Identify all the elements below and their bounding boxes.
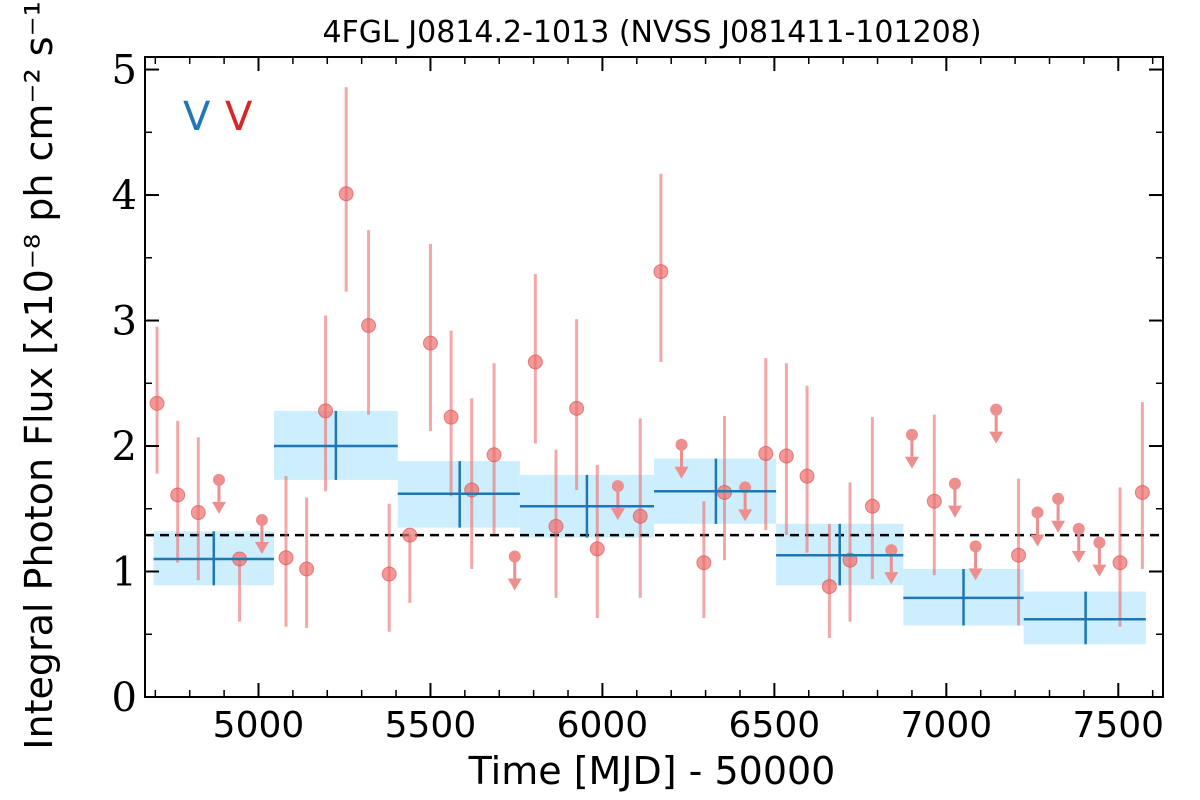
detection-point [402,527,418,543]
detection-point [1112,555,1128,571]
upper-limit-arrow [674,466,689,479]
upper-limit-point [1052,492,1065,505]
detection-point [696,555,712,571]
detection-point [799,468,815,484]
upper-limit-arrow [507,578,522,591]
upper-limit-point [255,514,268,527]
x-tick-label: 6500 [729,705,821,746]
y-tick-label: 3 [112,299,137,345]
detection-point [149,395,165,411]
x-tick-label: 7500 [1072,705,1164,746]
x-tick-label: 5000 [213,705,305,746]
x-axis-label: Time [MJD] - 50000 [468,749,836,793]
x-tick-label: 6000 [557,705,649,746]
detection-point [190,505,206,521]
x-tick-label: 5500 [385,705,477,746]
detection-point [864,498,880,514]
legend-entry-2: V [225,94,253,140]
upper-limit-arrow [989,431,1004,444]
detection-point [318,403,334,419]
upper-limit-point [611,480,624,493]
detection-point [361,318,377,334]
upper-limit-arrow [211,501,226,514]
upper-limit-point [905,428,918,441]
detection-point [842,552,858,568]
detection-point [548,518,564,534]
detection-point [926,493,942,509]
chart-title: 4FGL J0814.2-1013 (NVSS J081411-101208) [322,15,981,50]
detection-point [170,487,186,503]
detection-point [569,400,585,416]
upper-limit-arrow [884,572,899,585]
upper-limit-point [212,473,225,486]
legend-entry-1: V [183,94,211,140]
upper-limit-arrow [1051,520,1066,533]
upper-limit-point [1093,536,1106,549]
upper-limit-point [1072,522,1085,535]
detection-point [527,354,543,370]
detection-point [589,541,605,557]
upper-limit-point [948,477,961,490]
detection-point [1011,547,1027,563]
detection-point [381,566,397,582]
upper-limit-arrow [1030,534,1045,547]
y-tick-label: 4 [112,173,137,219]
upper-limit-point [508,550,521,563]
upper-limit-arrow [738,509,753,522]
detection-point [299,561,315,577]
y-tick-label: 0 [112,675,137,721]
detection-point [653,264,669,280]
detection-point [338,186,354,202]
detection-point [821,579,837,595]
x-tick-label: 7000 [901,705,993,746]
upper-limit-point [675,438,688,451]
upper-limit-arrow [947,505,962,518]
y-tick-label: 2 [112,424,137,470]
detection-point [778,448,794,464]
upper-limit-arrow [1092,564,1107,577]
upper-limit-point [1031,506,1044,519]
upper-limit-point [885,544,898,557]
detection-point [632,508,648,524]
upper-limit-arrow [968,568,983,581]
plot-frame [144,56,1164,698]
upper-limit-point [969,540,982,553]
y-axis-label: Integral Photon Flux [x10⁻⁸ ph cm⁻² s⁻¹] [17,0,61,750]
detection-point [422,335,438,351]
detection-point [717,484,733,500]
upper-limit-point [990,403,1003,416]
detection-point [486,447,502,463]
upper-limit-arrow [1071,550,1086,563]
upper-limit-arrow [254,542,269,555]
y-tick-label: 1 [112,550,137,596]
detection-point [443,409,459,425]
detection-point [758,446,774,462]
detection-point [1134,484,1150,500]
upper-limit-arrow [610,508,625,521]
plot-inner [145,87,1163,645]
upper-limit-arrow [904,456,919,469]
detection-point [278,550,294,566]
y-tick-label: 5 [112,48,137,94]
